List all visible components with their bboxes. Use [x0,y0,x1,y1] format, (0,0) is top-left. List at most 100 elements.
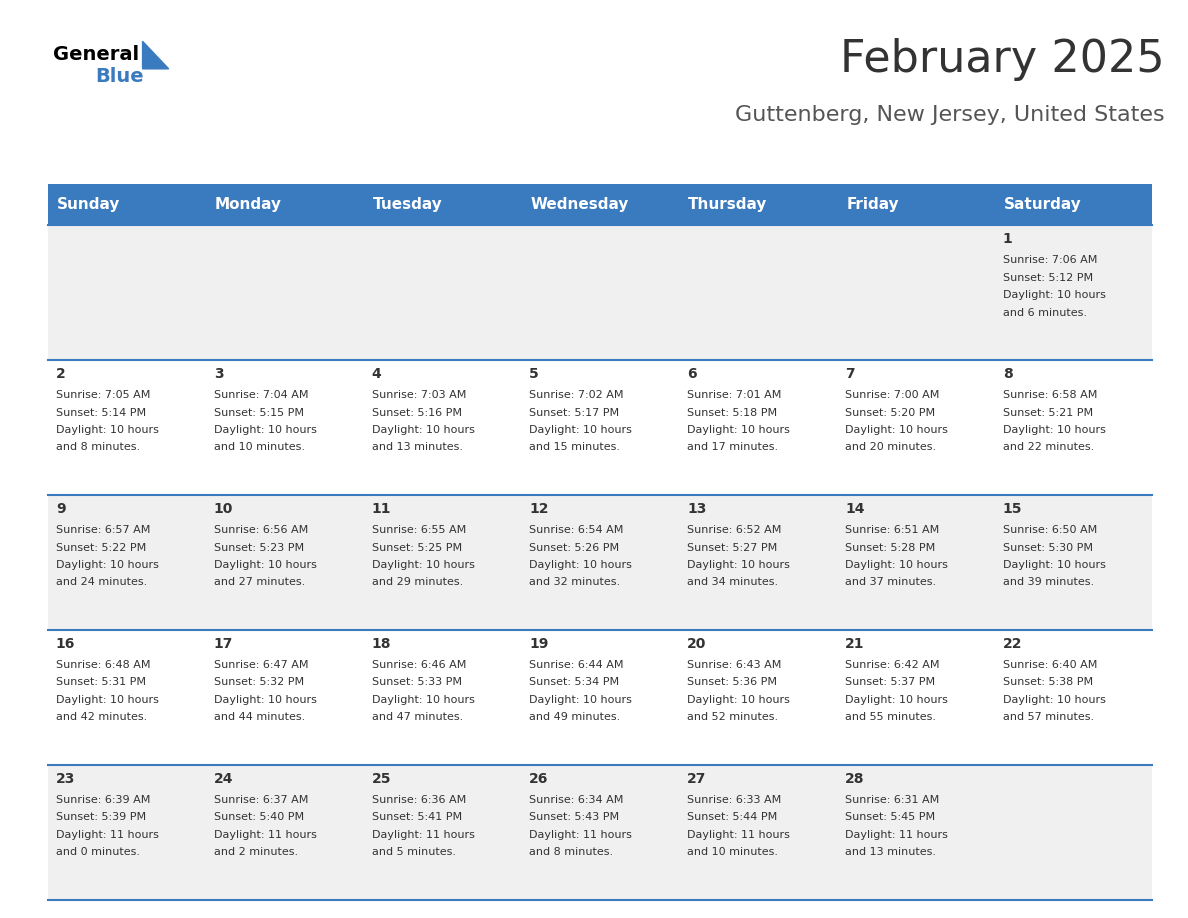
Text: Sunset: 5:36 PM: Sunset: 5:36 PM [687,677,777,688]
Text: Sunset: 5:14 PM: Sunset: 5:14 PM [56,408,146,418]
Bar [522,225,678,360]
Text: and 10 minutes.: and 10 minutes. [214,442,304,453]
Text: and 0 minutes.: and 0 minutes. [56,847,140,857]
Text: Sunset: 5:39 PM: Sunset: 5:39 PM [56,812,146,823]
Bar [364,630,522,765]
Bar [206,765,364,900]
Text: Daylight: 10 hours: Daylight: 10 hours [687,425,790,435]
Bar [48,225,206,360]
Text: Sunset: 5:12 PM: Sunset: 5:12 PM [1003,273,1093,283]
Text: 17: 17 [214,637,233,651]
Bar [994,184,1152,225]
Bar [994,630,1152,765]
Text: 10: 10 [214,502,233,516]
Text: and 5 minutes.: and 5 minutes. [372,847,455,857]
Text: and 37 minutes.: and 37 minutes. [845,577,936,588]
Text: 27: 27 [687,772,707,786]
Text: and 57 minutes.: and 57 minutes. [1003,712,1094,722]
Text: 11: 11 [372,502,391,516]
Text: 3: 3 [214,367,223,381]
Bar [206,495,364,630]
Text: 19: 19 [530,637,549,651]
Text: Sunrise: 6:50 AM: Sunrise: 6:50 AM [1003,525,1097,535]
Text: and 10 minutes.: and 10 minutes. [687,847,778,857]
Text: Daylight: 10 hours: Daylight: 10 hours [687,695,790,705]
Text: 24: 24 [214,772,233,786]
Text: 23: 23 [56,772,75,786]
Text: Sunset: 5:34 PM: Sunset: 5:34 PM [530,677,619,688]
Text: Sunrise: 7:05 AM: Sunrise: 7:05 AM [56,390,150,400]
Text: Daylight: 10 hours: Daylight: 10 hours [56,425,159,435]
Text: and 42 minutes.: and 42 minutes. [56,712,147,722]
Text: Sunrise: 7:03 AM: Sunrise: 7:03 AM [372,390,466,400]
Text: and 13 minutes.: and 13 minutes. [845,847,936,857]
Text: Daylight: 10 hours: Daylight: 10 hours [214,560,316,570]
Text: Sunset: 5:37 PM: Sunset: 5:37 PM [845,677,935,688]
Text: Sunset: 5:15 PM: Sunset: 5:15 PM [214,408,304,418]
Text: Sunrise: 6:58 AM: Sunrise: 6:58 AM [1003,390,1098,400]
Bar [206,225,364,360]
Text: Daylight: 10 hours: Daylight: 10 hours [214,695,316,705]
Text: and 13 minutes.: and 13 minutes. [372,442,462,453]
Text: Guttenberg, New Jersey, United States: Guttenberg, New Jersey, United States [734,105,1164,125]
Text: Sunset: 5:27 PM: Sunset: 5:27 PM [687,543,777,553]
Text: Sunrise: 6:42 AM: Sunrise: 6:42 AM [845,660,940,670]
Text: Sunset: 5:28 PM: Sunset: 5:28 PM [845,543,935,553]
Bar [678,184,836,225]
Bar [48,184,206,225]
Text: and 27 minutes.: and 27 minutes. [214,577,305,588]
Text: Thursday: Thursday [688,196,767,212]
Text: Sunrise: 6:43 AM: Sunrise: 6:43 AM [687,660,782,670]
Text: and 22 minutes.: and 22 minutes. [1003,442,1094,453]
Text: Daylight: 10 hours: Daylight: 10 hours [1003,290,1106,300]
Text: Daylight: 11 hours: Daylight: 11 hours [372,830,474,840]
Bar [678,630,836,765]
Text: Sunset: 5:18 PM: Sunset: 5:18 PM [687,408,777,418]
Text: and 6 minutes.: and 6 minutes. [1003,308,1087,318]
Text: and 47 minutes.: and 47 minutes. [372,712,463,722]
Bar [48,630,206,765]
Text: Sunset: 5:44 PM: Sunset: 5:44 PM [687,812,777,823]
Bar [836,360,994,495]
Text: and 44 minutes.: and 44 minutes. [214,712,305,722]
Bar [836,630,994,765]
Bar [678,495,836,630]
Text: Sunrise: 7:06 AM: Sunrise: 7:06 AM [1003,255,1098,265]
Text: General: General [53,45,139,64]
Bar [206,184,364,225]
Bar [364,765,522,900]
Text: 6: 6 [687,367,697,381]
Text: Daylight: 11 hours: Daylight: 11 hours [214,830,316,840]
Text: and 24 minutes.: and 24 minutes. [56,577,147,588]
Text: Wednesday: Wednesday [531,196,628,212]
Text: Sunset: 5:20 PM: Sunset: 5:20 PM [845,408,935,418]
Text: 1: 1 [1003,232,1012,246]
Text: 8: 8 [1003,367,1012,381]
Text: Daylight: 11 hours: Daylight: 11 hours [687,830,790,840]
Bar [994,225,1152,360]
Text: and 32 minutes.: and 32 minutes. [530,577,620,588]
Text: Friday: Friday [846,196,899,212]
Text: Sunrise: 7:00 AM: Sunrise: 7:00 AM [845,390,940,400]
Text: 18: 18 [372,637,391,651]
Text: Sunset: 5:21 PM: Sunset: 5:21 PM [1003,408,1093,418]
Text: Daylight: 10 hours: Daylight: 10 hours [845,695,948,705]
Bar [678,765,836,900]
Text: February 2025: February 2025 [840,39,1164,81]
Text: 21: 21 [845,637,865,651]
Text: Sunrise: 6:47 AM: Sunrise: 6:47 AM [214,660,308,670]
Text: and 2 minutes.: and 2 minutes. [214,847,298,857]
Text: Sunset: 5:17 PM: Sunset: 5:17 PM [530,408,619,418]
Text: Sunrise: 7:01 AM: Sunrise: 7:01 AM [687,390,782,400]
Text: Sunset: 5:45 PM: Sunset: 5:45 PM [845,812,935,823]
Text: Sunset: 5:32 PM: Sunset: 5:32 PM [214,677,304,688]
Text: 9: 9 [56,502,65,516]
Text: Sunset: 5:30 PM: Sunset: 5:30 PM [1003,543,1093,553]
Text: and 55 minutes.: and 55 minutes. [845,712,936,722]
Text: Daylight: 10 hours: Daylight: 10 hours [530,560,632,570]
Bar [836,184,994,225]
Text: Sunrise: 6:51 AM: Sunrise: 6:51 AM [845,525,940,535]
Bar [364,360,522,495]
Text: Daylight: 10 hours: Daylight: 10 hours [372,560,474,570]
Text: Daylight: 10 hours: Daylight: 10 hours [56,695,159,705]
